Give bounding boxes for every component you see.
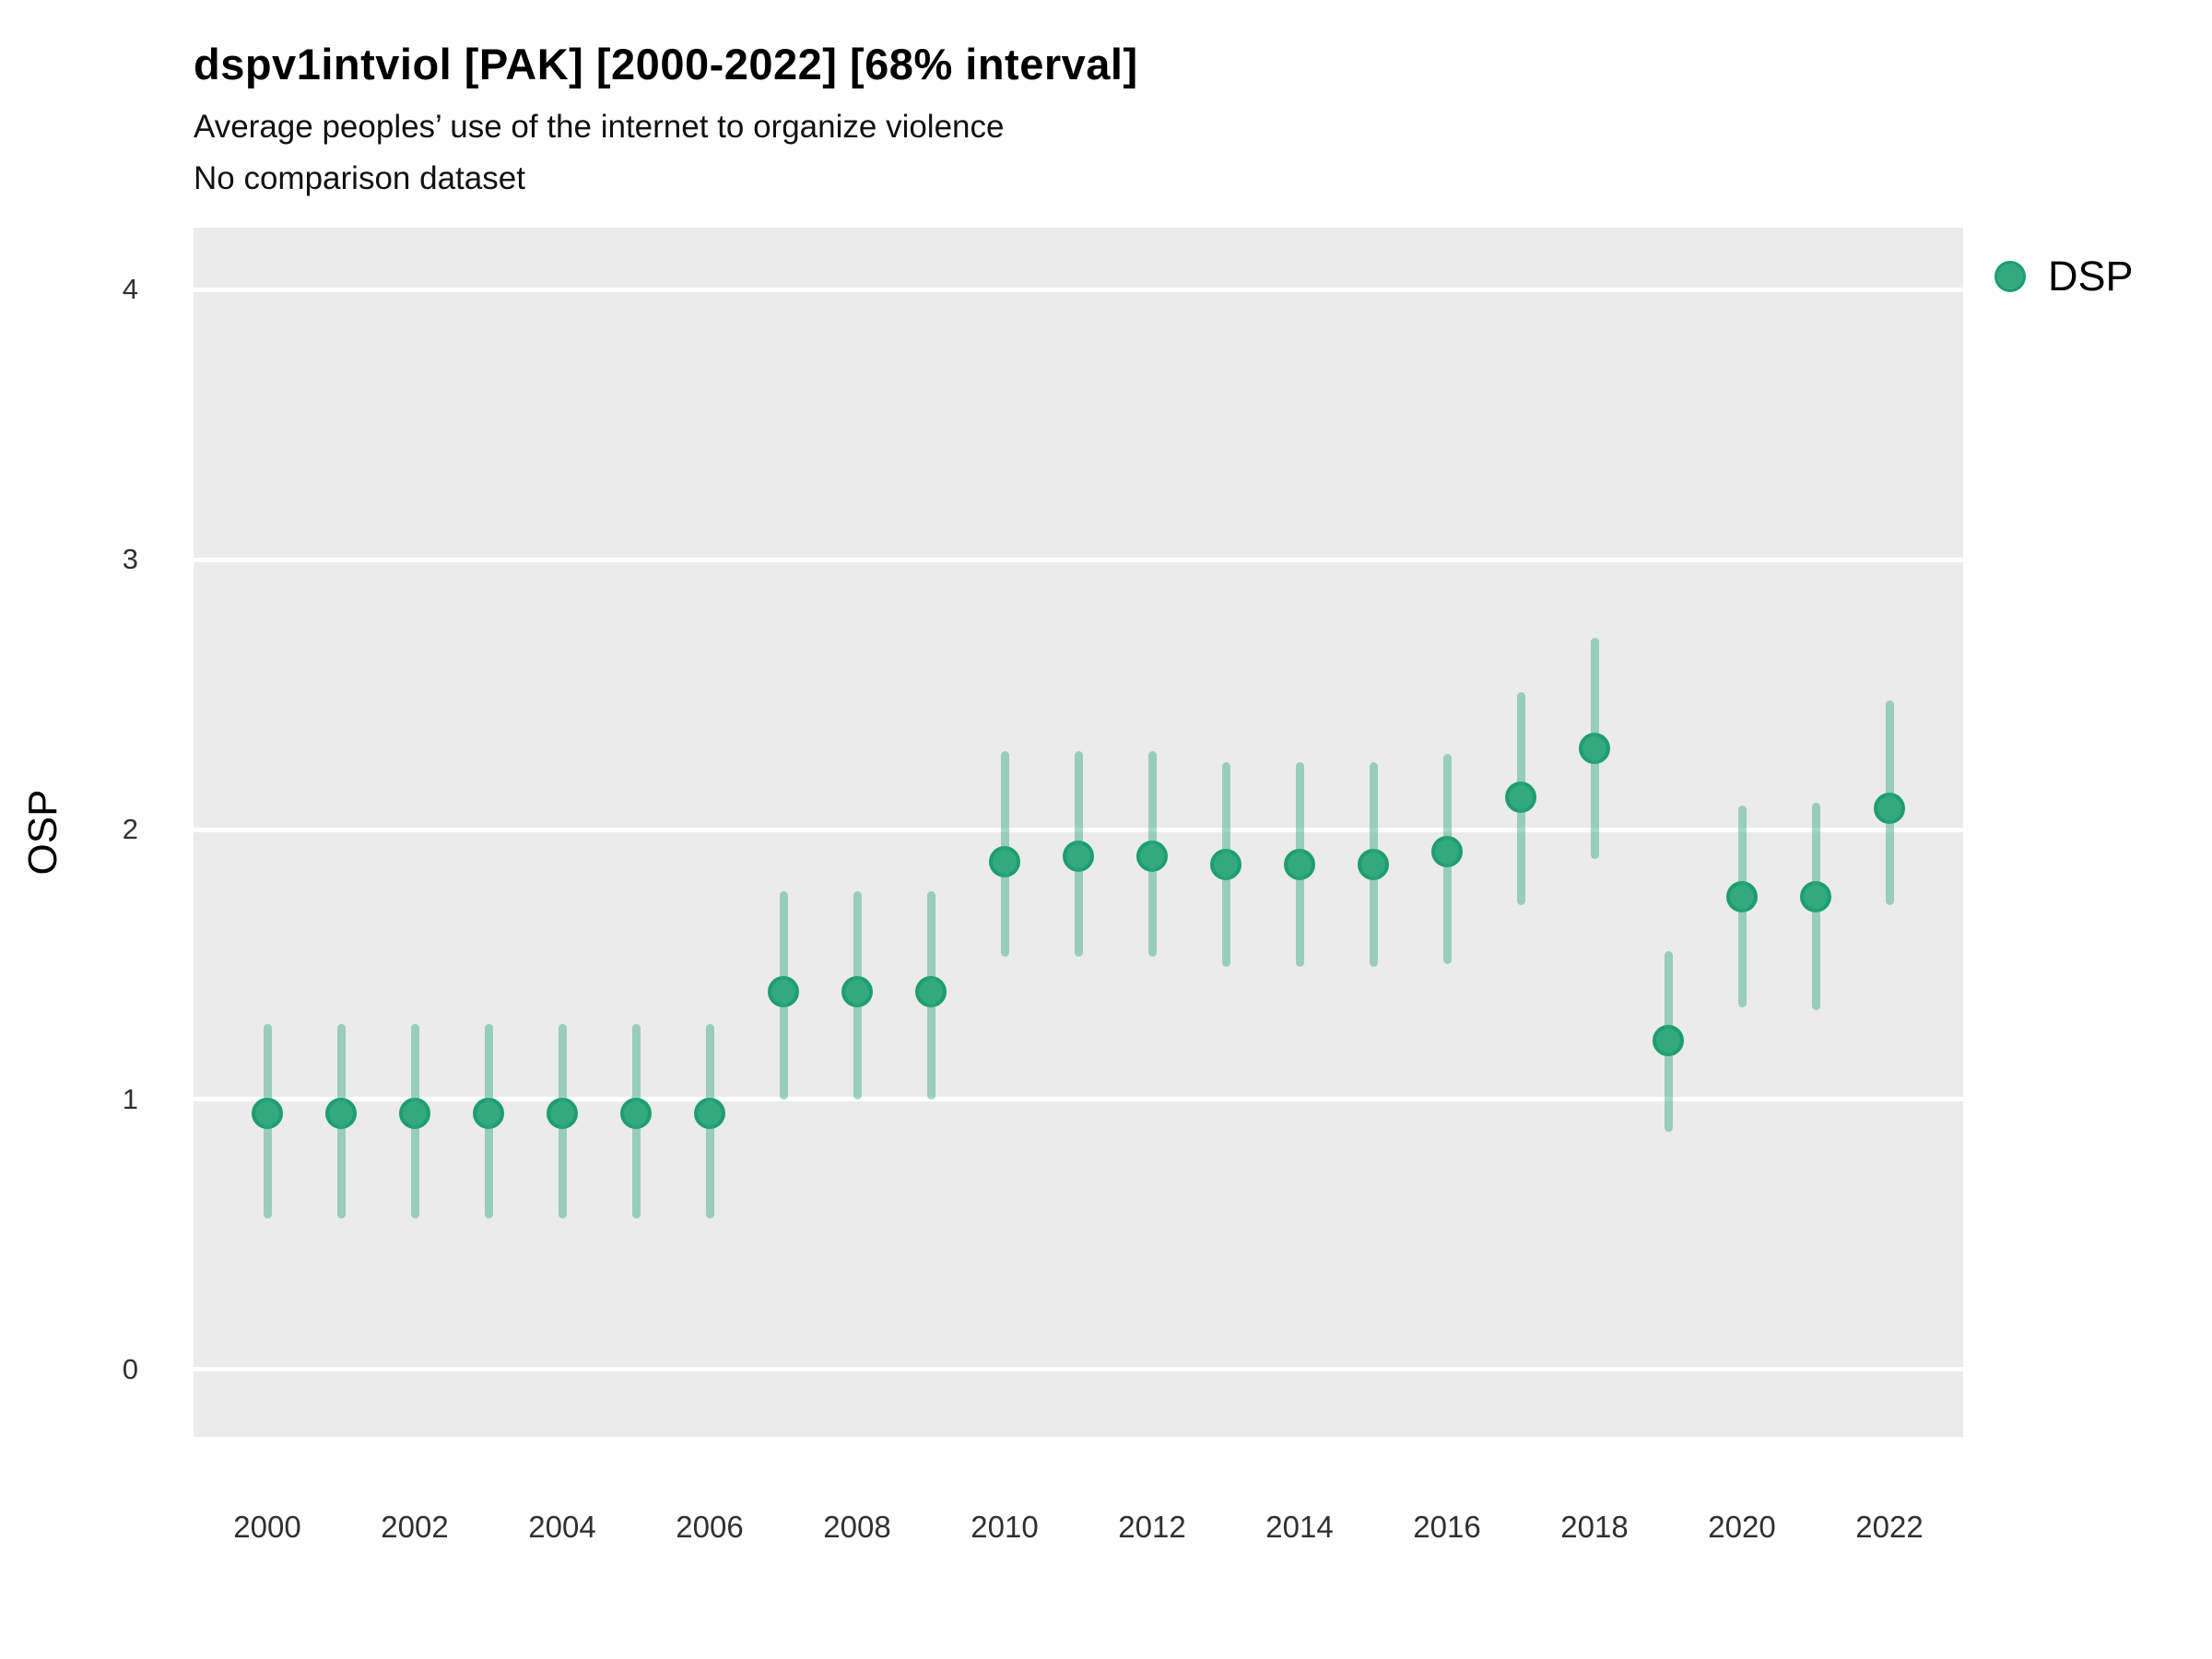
gridline-y-4	[194, 287, 1963, 292]
legend-point-icon	[1994, 261, 2026, 292]
interval-bar-2016	[1442, 754, 1452, 965]
interval-bar-2001	[336, 1023, 346, 1218]
interval-bar-2020	[1737, 805, 1747, 1008]
data-point-2019	[1653, 1024, 1684, 1056]
x-axis-tick-label: 2014	[1265, 1510, 1334, 1544]
data-point-2016	[1431, 835, 1463, 867]
x-axis-tick-label: 2010	[971, 1510, 1039, 1544]
interval-bar-2008	[853, 891, 862, 1100]
data-point-2015	[1358, 849, 1389, 881]
data-point-2009	[915, 975, 947, 1007]
chart-subtitle: Average peoples’ use of the internet to …	[194, 109, 1005, 145]
data-point-2011	[1063, 841, 1094, 873]
x-axis-tick-label: 2002	[381, 1510, 449, 1544]
data-point-2012	[1136, 841, 1168, 873]
interval-bar-2022	[1885, 700, 1894, 906]
gridline-y-1	[194, 1097, 1963, 1102]
data-point-2000	[252, 1097, 283, 1129]
gridline-y-3	[194, 557, 1963, 562]
interval-bar-2018	[1590, 638, 1599, 860]
interval-bar-2014	[1295, 761, 1304, 968]
interval-bar-2017	[1516, 691, 1525, 906]
legend-label: DSP	[2048, 253, 2134, 300]
interval-bar-2013	[1221, 761, 1230, 968]
x-axis-tick-label: 2004	[528, 1510, 596, 1544]
data-point-2001	[325, 1097, 357, 1129]
interval-bar-2007	[779, 891, 788, 1100]
interval-bar-2003	[484, 1023, 493, 1218]
data-point-2021	[1800, 881, 1831, 913]
x-axis-tick-label: 2006	[676, 1510, 744, 1544]
y-axis-tick-label: 3	[122, 543, 138, 576]
x-axis-tick-label: 2008	[823, 1510, 891, 1544]
x-axis-tick-label: 2016	[1413, 1510, 1481, 1544]
x-axis-tick-label: 2020	[1708, 1510, 1776, 1544]
data-point-2002	[399, 1097, 430, 1129]
y-axis-tick-label: 2	[122, 813, 138, 846]
legend: DSP	[1994, 253, 2134, 300]
data-point-2010	[989, 846, 1020, 878]
data-point-2020	[1726, 881, 1758, 913]
interval-bar-2015	[1369, 761, 1378, 968]
interval-bar-2009	[926, 891, 935, 1100]
interval-bar-2004	[558, 1023, 567, 1218]
chart-note: No comparison dataset	[194, 160, 525, 196]
plot-panel	[194, 228, 1963, 1437]
interval-bar-2021	[1811, 802, 1820, 1011]
interval-bar-2011	[1074, 751, 1083, 957]
y-axis-tick-label: 0	[122, 1352, 138, 1385]
data-point-2006	[694, 1097, 725, 1129]
data-point-2017	[1505, 781, 1536, 813]
interval-bar-2019	[1664, 950, 1673, 1133]
gridline-y-2	[194, 827, 1963, 832]
interval-bar-2005	[631, 1023, 641, 1218]
data-point-2014	[1284, 849, 1315, 881]
data-point-2004	[547, 1097, 578, 1129]
data-point-2007	[768, 975, 799, 1007]
interval-bar-2002	[410, 1023, 419, 1218]
data-point-2008	[841, 975, 873, 1007]
interval-bar-2006	[705, 1023, 714, 1218]
interval-bar-2012	[1147, 751, 1157, 957]
y-axis-tick-label: 4	[122, 273, 138, 306]
chart-title: dspv1intviol [PAK] [2000-2022] [68% inte…	[194, 40, 1138, 88]
data-point-2003	[473, 1097, 504, 1129]
x-axis-tick-label: 2012	[1118, 1510, 1186, 1544]
y-axis-tick-label: 1	[122, 1082, 138, 1115]
data-point-2018	[1579, 733, 1610, 765]
x-axis-tick-label: 2000	[233, 1510, 301, 1544]
x-axis-tick-label: 2022	[1855, 1510, 1924, 1544]
gridline-y-0	[194, 1367, 1963, 1372]
interval-bar-2000	[263, 1023, 272, 1218]
x-axis-tick-label: 2018	[1560, 1510, 1629, 1544]
interval-bar-2010	[1000, 751, 1009, 957]
data-point-2022	[1874, 792, 1905, 824]
data-point-2005	[620, 1097, 652, 1129]
data-point-2013	[1210, 849, 1241, 881]
